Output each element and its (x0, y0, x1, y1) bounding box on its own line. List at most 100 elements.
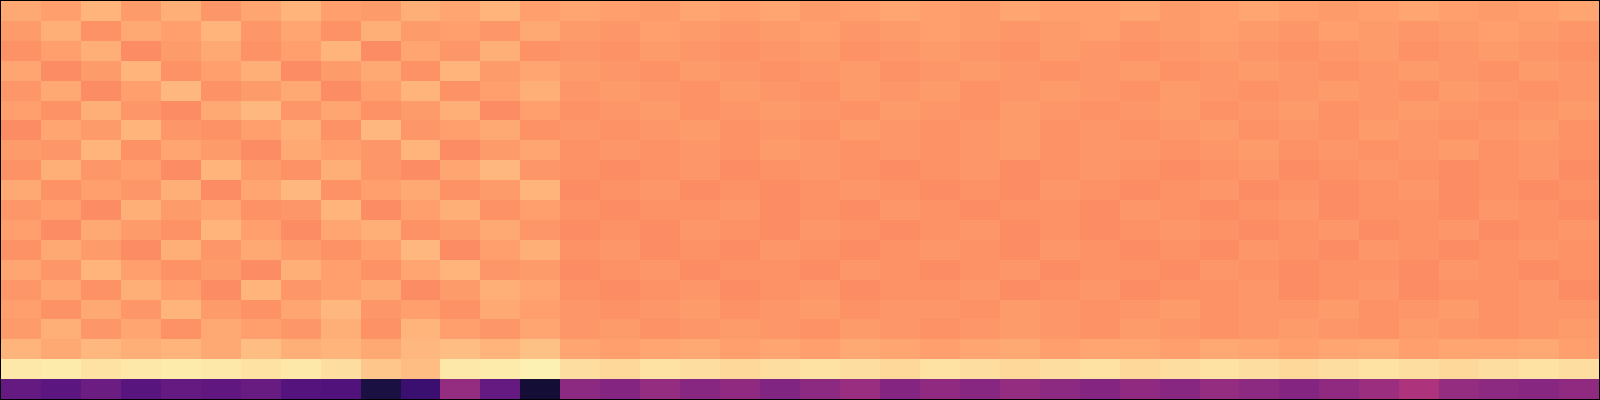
heatmap-cell (1319, 41, 1359, 61)
heatmap-cell (680, 220, 720, 240)
heatmap-cell (880, 61, 920, 81)
heatmap-cell (1, 160, 41, 180)
heatmap-cell (1479, 379, 1519, 399)
heatmap-cell (81, 379, 121, 399)
heatmap-cell (680, 260, 720, 280)
heatmap-cell (281, 1, 321, 21)
heatmap-cell (41, 339, 81, 359)
heatmap-cell (1519, 160, 1559, 180)
heatmap-cell (1000, 379, 1040, 399)
heatmap-cell (1399, 81, 1439, 101)
heatmap-cell (1120, 319, 1160, 339)
heatmap-cell (840, 1, 880, 21)
heatmap-cell (361, 160, 401, 180)
heatmap-cell (1399, 339, 1439, 359)
heatmap-cell (1120, 180, 1160, 200)
heatmap-cell (1559, 81, 1599, 101)
heatmap-cell (1359, 140, 1399, 160)
heatmap-cell (1120, 260, 1160, 280)
heatmap-cell (1160, 339, 1200, 359)
heatmap-cell (1279, 379, 1319, 399)
heatmap-cell (680, 379, 720, 399)
heatmap-cell (640, 319, 680, 339)
heatmap-cell (440, 280, 480, 300)
heatmap-cell (760, 140, 800, 160)
heatmap-cell (1160, 1, 1200, 21)
heatmap-cell (600, 41, 640, 61)
heatmap-cell (321, 319, 361, 339)
heatmap-cell (840, 379, 880, 399)
heatmap-cell (1040, 319, 1080, 339)
heatmap-cell (960, 240, 1000, 260)
heatmap-cell (201, 200, 241, 220)
heatmap-cell (1000, 319, 1040, 339)
heatmap-cell (241, 300, 281, 320)
heatmap-cell (1040, 359, 1080, 379)
heatmap-cell (41, 319, 81, 339)
heatmap-cell (760, 319, 800, 339)
heatmap-cell (720, 319, 760, 339)
heatmap-cell (440, 1, 480, 21)
heatmap-cell (1319, 220, 1359, 240)
heatmap-cell (1279, 339, 1319, 359)
heatmap-cell (880, 200, 920, 220)
heatmap-cell (321, 21, 361, 41)
heatmap-cell (1319, 180, 1359, 200)
heatmap-cell (1439, 140, 1479, 160)
heatmap-cell (560, 21, 600, 41)
heatmap-cell (760, 379, 800, 399)
heatmap-cell (1200, 1, 1240, 21)
heatmap-cell (241, 101, 281, 121)
heatmap-cell (960, 220, 1000, 240)
heatmap-cell (840, 140, 880, 160)
heatmap-cell (960, 260, 1000, 280)
heatmap-cell (1519, 379, 1559, 399)
heatmap-cell (161, 339, 201, 359)
heatmap-cell (1239, 240, 1279, 260)
heatmap-cell (1120, 240, 1160, 260)
heatmap-cell (640, 160, 680, 180)
heatmap-cell (720, 379, 760, 399)
heatmap-cell (1319, 300, 1359, 320)
heatmap-cell (1239, 61, 1279, 81)
heatmap-cell (41, 41, 81, 61)
heatmap-cell (560, 200, 600, 220)
heatmap-cell (281, 220, 321, 240)
heatmap-cell (960, 319, 1000, 339)
heatmap-cell (800, 140, 840, 160)
heatmap-cell (1479, 81, 1519, 101)
heatmap-cell (1200, 160, 1240, 180)
heatmap-cell (1519, 81, 1559, 101)
heatmap-cell (1439, 61, 1479, 81)
heatmap-cell (800, 379, 840, 399)
heatmap-cell (1399, 200, 1439, 220)
heatmap-cell (680, 1, 720, 21)
heatmap-cell (960, 140, 1000, 160)
heatmap-cell (1120, 220, 1160, 240)
heatmap-cell (440, 61, 480, 81)
heatmap-cell (840, 339, 880, 359)
heatmap-cell (1279, 160, 1319, 180)
heatmap-cell (1120, 339, 1160, 359)
heatmap-cell (1519, 1, 1559, 21)
heatmap-cell (1439, 280, 1479, 300)
heatmap-cell (1, 101, 41, 121)
heatmap-cell (1160, 140, 1200, 160)
heatmap-cell (361, 280, 401, 300)
heatmap-cell (1000, 101, 1040, 121)
heatmap-cell (600, 300, 640, 320)
heatmap-cell (1080, 160, 1120, 180)
heatmap-cell (201, 379, 241, 399)
heatmap-cell (41, 61, 81, 81)
heatmap-cell (1279, 81, 1319, 101)
heatmap-cell (720, 160, 760, 180)
heatmap-cell (920, 300, 960, 320)
heatmap-cell (321, 120, 361, 140)
heatmap-cell (520, 379, 560, 399)
heatmap-cell (1080, 81, 1120, 101)
heatmap-cell (281, 21, 321, 41)
heatmap-cell (281, 280, 321, 300)
heatmap-cell (1519, 319, 1559, 339)
heatmap-cell (1439, 319, 1479, 339)
heatmap-cell (1359, 21, 1399, 41)
